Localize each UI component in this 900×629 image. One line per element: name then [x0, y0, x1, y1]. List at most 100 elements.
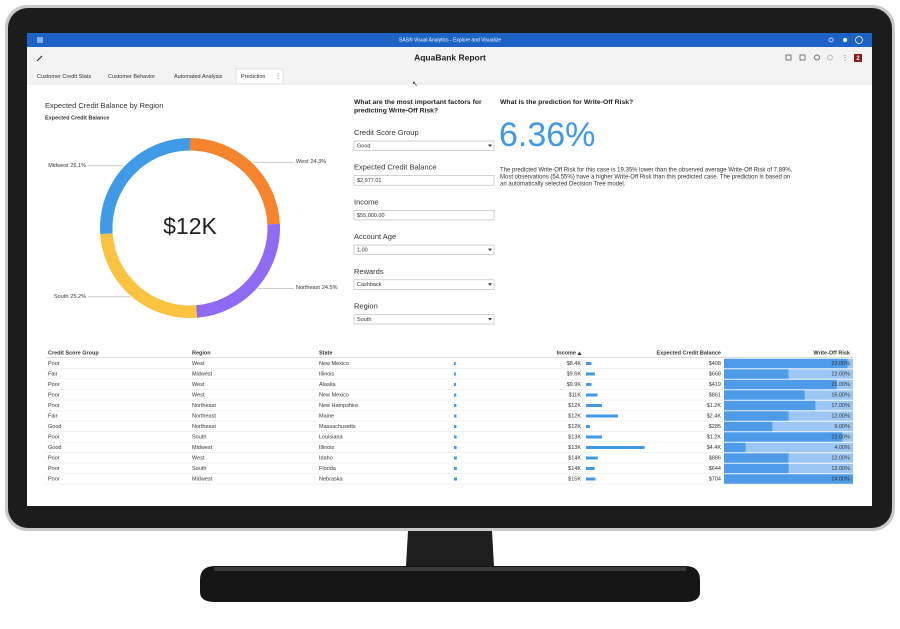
tab[interactable]: Customer Behavior: [108, 74, 155, 80]
risk-bar: [724, 400, 816, 411]
cell: $419: [709, 382, 721, 388]
balance-bar: [586, 467, 595, 470]
column-header[interactable]: Expected Credit Balance: [657, 350, 722, 356]
badge-count: 2: [856, 56, 860, 62]
layout-icon[interactable]: [799, 54, 806, 61]
cell: $8.4K: [567, 361, 582, 367]
cell: Maine: [319, 413, 334, 419]
more-icon[interactable]: ⋮: [842, 55, 849, 62]
maximize-icon[interactable]: [785, 54, 792, 61]
dropdown-arrow: [488, 318, 492, 321]
cell: $12K: [568, 424, 581, 430]
cell: West: [192, 455, 205, 461]
cell: $1.2K: [707, 434, 722, 440]
cell: 12.00%: [831, 413, 850, 419]
field-value: South: [357, 317, 371, 323]
column-header[interactable]: Region: [192, 350, 211, 356]
cell: 9.00%: [834, 424, 850, 430]
donut-segment[interactable]: [100, 138, 190, 235]
tab[interactable]: Customer Credit Stats: [37, 74, 91, 80]
cell: Poor: [48, 466, 60, 472]
income-spark: [454, 477, 457, 481]
cell: $14K: [568, 466, 581, 472]
segment-name: Northeast: [296, 286, 320, 292]
segment-label: Northeast 24.5%: [296, 286, 338, 292]
donut-segment[interactable]: [100, 233, 198, 318]
balance-bar: [586, 404, 602, 407]
risk-bar: [724, 453, 789, 463]
cell: Poor: [48, 382, 60, 388]
cell: $644: [709, 466, 721, 472]
segment-name: South: [54, 294, 68, 300]
column-header[interactable]: Income: [557, 350, 576, 356]
cell: $285: [709, 424, 721, 430]
column-header[interactable]: Credit Score Group: [48, 350, 99, 356]
cell: $13K: [568, 445, 581, 451]
cell: Poor: [48, 455, 60, 461]
tab-menu[interactable]: ⋮: [275, 74, 281, 80]
app-title: SAS® Visual Analytics - Explore and Visu…: [399, 36, 501, 43]
factors-title: predicting Write-Off Risk?: [354, 107, 438, 114]
cell: Midwest: [192, 445, 213, 451]
segment-label: South 25.2%: [54, 294, 86, 300]
cell: $1.2K: [707, 403, 722, 409]
segment-name: West: [296, 160, 309, 166]
column-header[interactable]: State: [319, 350, 332, 356]
field-value: $55,000.00: [357, 213, 385, 219]
cell: Poor: [48, 403, 60, 409]
segment-value: 24.3%: [310, 160, 326, 166]
cell: West: [192, 382, 205, 388]
menu-button[interactable]: [37, 37, 43, 43]
cell: South: [192, 434, 206, 440]
cell: Good: [48, 445, 61, 451]
undo-icon[interactable]: [814, 54, 820, 61]
column-header[interactable]: Write-Off Risk: [813, 350, 851, 356]
tab[interactable]: Prediction: [241, 74, 265, 80]
dropdown[interactable]: [353, 140, 495, 151]
dropdown[interactable]: [353, 279, 495, 290]
sort-icon: [577, 351, 582, 355]
tab[interactable]: Automated Analysis: [174, 74, 223, 80]
donut-segment[interactable]: [190, 138, 280, 225]
balance-bar: [586, 446, 645, 449]
center-label: $12K: [163, 213, 217, 239]
input[interactable]: [353, 175, 495, 186]
dropdown[interactable]: [353, 314, 495, 325]
input[interactable]: [353, 210, 495, 221]
edit-icon[interactable]: [36, 55, 43, 62]
cell: Poor: [48, 434, 60, 440]
income-spark: [454, 383, 456, 386]
badge[interactable]: [854, 54, 862, 62]
user-icon[interactable]: [855, 36, 863, 44]
dropdown-arrow: [488, 283, 492, 286]
donut-segment[interactable]: [196, 223, 280, 318]
prediction-value: 6.36%: [499, 116, 595, 154]
cell: $12K: [568, 413, 581, 419]
cell: Midwest: [192, 371, 213, 377]
income-spark: [454, 456, 457, 460]
cell: Fair: [48, 371, 58, 377]
redo-icon[interactable]: [827, 54, 833, 61]
balance-bar: [586, 362, 592, 365]
income-spark: [454, 414, 457, 418]
cell: Massachusetts: [319, 424, 356, 430]
risk-cell: [724, 442, 853, 453]
notification-icon[interactable]: [843, 38, 847, 42]
stand-base: [200, 566, 700, 602]
cell: $12K: [568, 403, 581, 409]
field-value: 1.00: [357, 247, 368, 253]
cell: Northeast: [192, 424, 216, 430]
cell: New Mexico: [319, 392, 349, 398]
risk-bar: [724, 390, 805, 400]
risk-bar: [724, 358, 848, 369]
balance-bar: [586, 372, 595, 376]
cell: $886: [709, 455, 721, 461]
cell: $668: [709, 371, 721, 377]
dropdown[interactable]: [353, 244, 495, 255]
cell: $9.9K: [567, 382, 582, 388]
search-icon[interactable]: [828, 37, 834, 43]
balance-bar: [586, 425, 590, 428]
report-title: AquaBank Report: [414, 52, 486, 62]
segment-value: 25.2%: [70, 294, 86, 300]
